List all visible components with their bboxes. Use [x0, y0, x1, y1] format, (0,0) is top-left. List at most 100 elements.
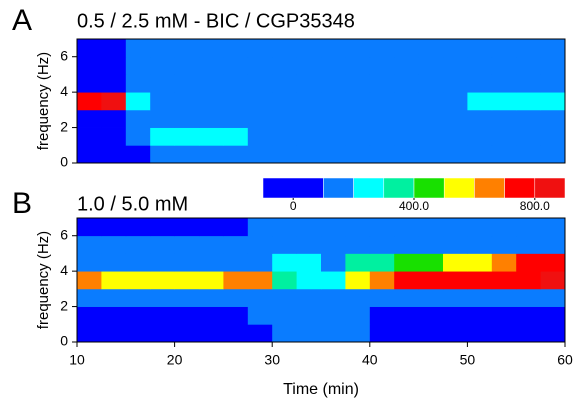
heat-cell — [272, 306, 297, 325]
heat-cell — [223, 39, 249, 58]
heat-cell — [443, 324, 468, 343]
heat-cell — [199, 288, 224, 307]
heat-cell — [296, 324, 322, 343]
heat-cell — [467, 145, 493, 164]
heat-cell — [101, 145, 127, 164]
heat-cell — [443, 253, 468, 272]
colorbar-segment — [323, 177, 354, 199]
heat-cell — [467, 92, 493, 111]
heat-cell — [345, 145, 371, 164]
heat-cell — [418, 324, 444, 343]
heat-cell — [418, 271, 444, 290]
x-tick-label: 40 — [362, 352, 378, 368]
heat-cell — [150, 288, 175, 307]
heat-cell — [418, 288, 444, 307]
heat-cell — [321, 92, 346, 111]
heat-cell — [101, 39, 127, 58]
heat-cell — [272, 324, 297, 343]
heat-cell — [443, 288, 468, 307]
heat-cell — [296, 271, 322, 290]
heat-cell — [272, 253, 297, 272]
heat-cell — [467, 253, 493, 272]
heat-cell — [321, 324, 346, 343]
heat-cell — [125, 253, 151, 272]
heat-cell — [199, 92, 224, 111]
plot-frame — [76, 38, 566, 164]
y-tick-label: 4 — [60, 83, 68, 99]
heat-cell — [443, 127, 468, 146]
heat-cell — [272, 271, 297, 290]
heat-cell — [540, 39, 566, 58]
heat-cell — [491, 127, 517, 146]
heat-cell — [394, 235, 419, 254]
heat-cell — [125, 218, 151, 237]
heat-cell — [418, 39, 444, 58]
heat-cell — [443, 235, 468, 254]
heat-cell — [77, 127, 102, 146]
heat-cell — [296, 39, 322, 58]
heat-cell — [491, 288, 517, 307]
heat-cell — [345, 253, 371, 272]
heat-cell — [223, 306, 249, 325]
heat-cell — [174, 145, 200, 164]
heat-cell — [101, 109, 127, 128]
heat-cell — [516, 271, 541, 290]
heat-cell — [125, 235, 151, 254]
y-tick-label: 6 — [60, 226, 68, 242]
heat-cell — [296, 127, 322, 146]
heat-cell — [77, 92, 102, 111]
heat-cell — [247, 39, 273, 58]
heat-cell — [174, 56, 200, 75]
heat-cell — [516, 127, 541, 146]
heat-cell — [443, 145, 468, 164]
heat-cell — [199, 39, 224, 58]
heat-cell — [150, 324, 175, 343]
heat-cell — [174, 271, 200, 290]
heat-cell — [540, 109, 566, 128]
heat-cell — [321, 253, 346, 272]
heat-cell — [174, 235, 200, 254]
heat-cell — [345, 74, 371, 93]
heat-cell — [321, 288, 346, 307]
heat-cell — [467, 306, 493, 325]
heat-cell — [101, 271, 127, 290]
heat-cell — [418, 74, 444, 93]
heat-cell — [150, 145, 175, 164]
colorbar-segment — [353, 177, 385, 199]
heat-cell — [125, 74, 151, 93]
heat-cell — [516, 109, 541, 128]
heat-cell — [394, 56, 419, 75]
heat-cell — [491, 74, 517, 93]
panel-label: A — [12, 4, 32, 37]
heat-cell — [77, 306, 102, 325]
heat-cell — [125, 271, 151, 290]
heat-cell — [247, 235, 273, 254]
heat-cell — [516, 39, 541, 58]
heat-cell — [467, 218, 493, 237]
heat-cell — [125, 109, 151, 128]
heat-cell — [418, 145, 444, 164]
heat-cell — [394, 145, 419, 164]
heat-cell — [150, 92, 175, 111]
heat-cell — [223, 235, 249, 254]
heat-cell — [369, 253, 395, 272]
heat-cell — [516, 288, 541, 307]
heat-cell — [345, 271, 371, 290]
heat-cell — [369, 109, 395, 128]
heat-cell — [345, 92, 371, 111]
y-tick-label: 0 — [60, 154, 68, 170]
heat-cell — [199, 56, 224, 75]
heat-cell — [223, 145, 249, 164]
heat-cell — [345, 127, 371, 146]
heat-cell — [467, 127, 493, 146]
heat-cell — [77, 288, 102, 307]
heat-cell — [491, 39, 517, 58]
heat-cell — [174, 253, 200, 272]
heat-cell — [321, 218, 346, 237]
heat-cell — [150, 74, 175, 93]
heat-cell — [491, 306, 517, 325]
heat-cell — [418, 253, 444, 272]
heat-cell — [467, 109, 493, 128]
heat-cell — [174, 324, 200, 343]
heat-cell — [272, 145, 297, 164]
